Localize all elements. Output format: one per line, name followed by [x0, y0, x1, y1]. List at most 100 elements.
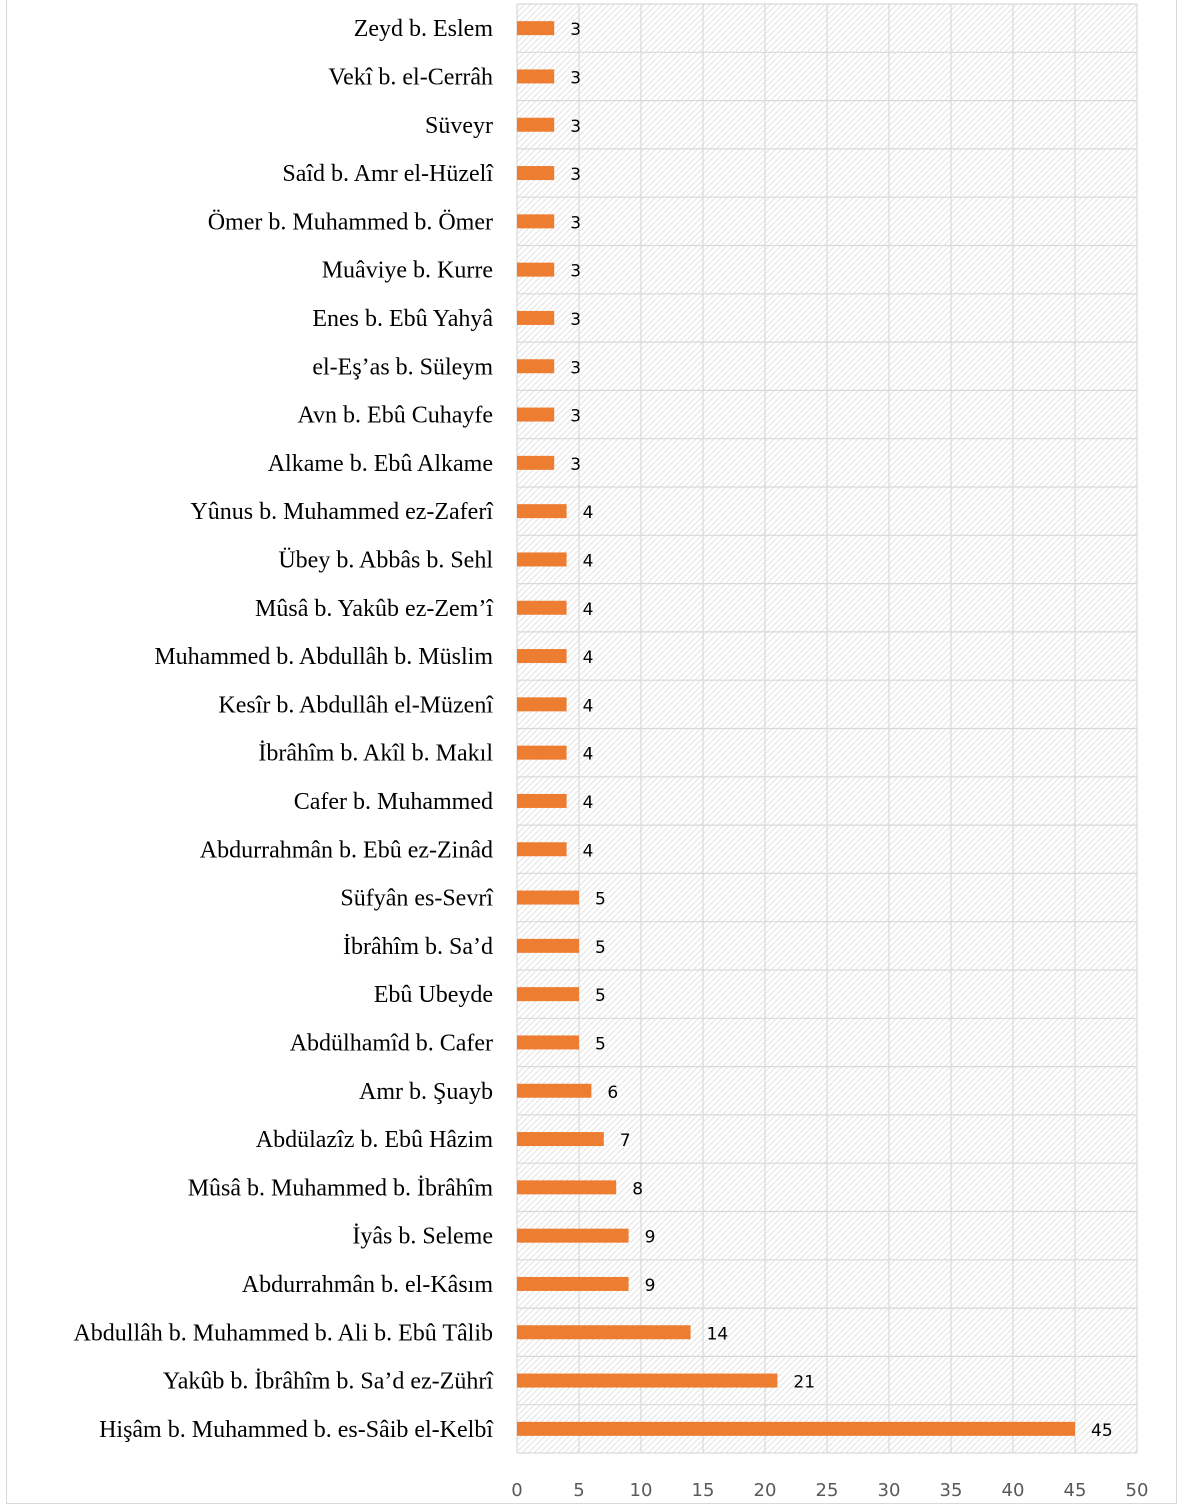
data-label: 3: [570, 213, 581, 233]
data-label: 3: [570, 407, 581, 427]
bar-chart: Zeyd b. Eslem Vekî b. el-Cerrâh Süveyr Saîd…: [73, 3, 1148, 1501]
data-label: 6: [607, 1083, 618, 1103]
bars: [517, 21, 1075, 1436]
data-label: 5: [595, 1034, 606, 1054]
data-label: 3: [570, 358, 581, 378]
bar: [517, 1132, 604, 1147]
data-label: 5: [595, 938, 606, 958]
bar: [517, 1325, 691, 1340]
data-label: 4: [583, 793, 594, 813]
data-label: 3: [570, 455, 581, 475]
category-label: Abdullâh b. Muhammed b. Ali b. Ebû Tâlib: [73, 1320, 493, 1346]
bar: [517, 166, 555, 181]
bar: [517, 1228, 629, 1243]
bar: [517, 1180, 617, 1195]
data-label: 4: [583, 841, 594, 861]
bar: [517, 310, 555, 325]
data-label: 5: [595, 986, 606, 1006]
category-label: Süfyân es-Sevrî: [340, 886, 494, 912]
data-label: 3: [570, 117, 581, 137]
category-label: Muhammed b. Abdullâh b. Müslim: [154, 644, 493, 670]
bar: [517, 407, 555, 422]
bar: [517, 1083, 592, 1098]
category-label: Enes b. Ebû Yahyâ: [312, 306, 493, 332]
bar: [517, 697, 567, 712]
category-label: Abdülhamîd b. Cafer: [290, 1030, 493, 1056]
category-label: Yûnus b. Muhammed ez-Zaferî: [190, 499, 494, 525]
x-tick-label: 0: [511, 1480, 522, 1501]
data-label: 14: [707, 1324, 729, 1344]
category-label: Ömer b. Muhammed b. Ömer: [208, 209, 493, 235]
bar: [517, 504, 567, 519]
category-label: Saîd b. Amr el-Hüzelî: [282, 161, 494, 187]
category-label: Alkame b. Ebû Alkame: [268, 451, 493, 477]
x-tick-label: 35: [940, 1480, 963, 1501]
x-tick-label: 5: [573, 1480, 584, 1501]
category-label: İbrâhîm b. Sa’d: [343, 934, 493, 960]
bar: [517, 600, 567, 615]
data-label: 45: [1091, 1421, 1113, 1441]
data-label: 8: [632, 1179, 643, 1199]
category-label: Amr b. Şuayb: [359, 1079, 493, 1105]
category-label: Vekî b. el-Cerrâh: [328, 64, 493, 90]
category-label: el-Eş’as b. Süleym: [312, 354, 493, 380]
category-label: Cafer b. Muhammed: [294, 789, 493, 815]
bar: [517, 69, 555, 84]
bar: [517, 359, 555, 374]
bar: [517, 890, 579, 905]
category-label: Mûsâ b. Muhammed b. İbrâhîm: [188, 1175, 494, 1201]
bar: [517, 793, 567, 808]
category-label: Mûsâ b. Yakûb ez-Zem’î: [255, 596, 494, 622]
category-label: Hişâm b. Muhammed b. es-Sâib el-Kelbî: [99, 1417, 494, 1443]
data-label: 3: [570, 20, 581, 40]
data-label: 9: [645, 1228, 656, 1248]
data-label: 7: [620, 1131, 631, 1151]
category-label: İyâs b. Seleme: [352, 1224, 493, 1250]
x-tick-label: 25: [816, 1480, 839, 1501]
bar: [517, 649, 567, 664]
category-labels: Zeyd b. Eslem Vekî b. el-Cerrâh Süveyr Saîd…: [73, 16, 494, 1443]
x-tick-label: 45: [1064, 1480, 1087, 1501]
gridlines: [516, 3, 1138, 1454]
bar: [517, 1276, 629, 1291]
bar: [517, 262, 555, 277]
x-tick-label: 15: [692, 1480, 715, 1501]
category-label: Abdülazîz b. Ebû Hâzim: [256, 1127, 494, 1153]
category-label: Yakûb b. İbrâhîm b. Sa’d ez-Zührî: [163, 1369, 494, 1395]
data-label: 4: [583, 600, 594, 620]
bar: [517, 117, 555, 132]
category-label: Abdurrahmân b. el-Kâsım: [242, 1272, 494, 1298]
x-tick-label: 20: [754, 1480, 777, 1501]
category-label: Avn b. Ebû Cuhayfe: [297, 403, 493, 429]
bar: [517, 21, 555, 36]
data-label: 3: [570, 310, 581, 330]
category-label: Übey b. Abbâs b. Sehl: [278, 547, 493, 573]
x-tick-label: 40: [1002, 1480, 1025, 1501]
data-label: 4: [583, 503, 594, 523]
data-label: 3: [570, 262, 581, 282]
bar: [517, 1421, 1075, 1436]
data-label: 4: [583, 648, 594, 668]
data-label: 3: [570, 165, 581, 185]
x-axis-tick-labels: 0 5 10 15 20 25 30 35 40 45 50: [511, 1480, 1148, 1501]
bar: [517, 745, 567, 760]
bar: [517, 1035, 579, 1050]
category-label: Muâviye b. Kurre: [322, 258, 493, 284]
category-label: Zeyd b. Eslem: [354, 16, 494, 42]
data-label: 9: [645, 1276, 656, 1296]
bar: [517, 552, 567, 567]
data-label: 3: [570, 68, 581, 88]
data-label: 4: [583, 745, 594, 765]
category-label: Süveyr: [425, 113, 493, 139]
bar: [517, 1373, 778, 1388]
data-label: 5: [595, 890, 606, 910]
bar: [517, 842, 567, 857]
x-tick-label: 50: [1126, 1480, 1149, 1501]
bar: [517, 987, 579, 1002]
data-label: 4: [583, 551, 594, 571]
data-label: 21: [793, 1373, 815, 1393]
x-tick-label: 30: [878, 1480, 901, 1501]
category-label: Kesîr b. Abdullâh el-Müzenî: [218, 692, 494, 718]
category-label: Ebû Ubeyde: [374, 982, 493, 1008]
